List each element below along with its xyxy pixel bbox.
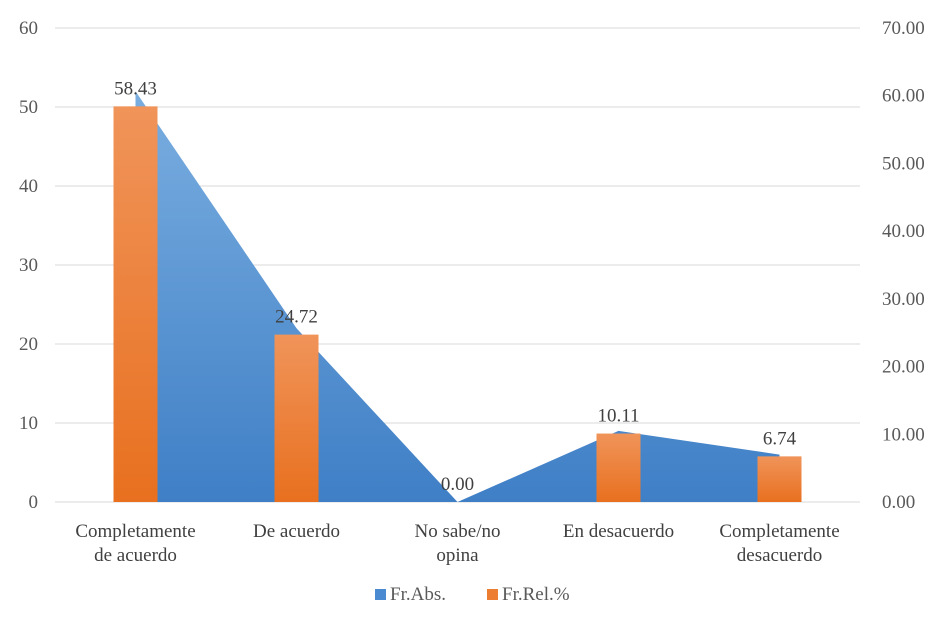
category-label-line: En desacuerdo [563, 521, 674, 542]
left-axis: 0 10 20 30 40 50 60 [19, 18, 38, 513]
category-label: Completamente desacuerdo [719, 521, 839, 566]
category-label: Completamente de acuerdo [75, 521, 195, 566]
left-tick-label: 10 [19, 413, 38, 434]
category-label: En desacuerdo [563, 521, 674, 542]
data-label: 6.74 [763, 428, 797, 449]
right-tick-label: 20.00 [882, 357, 925, 378]
right-tick-label: 50.00 [882, 153, 925, 174]
bar-4 [596, 433, 641, 502]
category-label-line: Completamente [75, 521, 195, 542]
data-label: 10.11 [597, 406, 639, 427]
area-fr-abs [135, 91, 780, 502]
category-label-line: Completamente [719, 521, 839, 542]
right-tick-label: 10.00 [882, 424, 925, 445]
legend-swatch [487, 589, 498, 600]
legend-label: Fr.Rel.% [502, 584, 570, 605]
category-label: De acuerdo [253, 521, 340, 542]
legend-swatch [375, 589, 386, 600]
right-tick-label: 0.00 [882, 492, 915, 513]
data-label: 58.43 [114, 78, 157, 99]
left-tick-label: 40 [19, 176, 38, 197]
legend-label: Fr.Abs. [390, 584, 446, 605]
right-tick-label: 30.00 [882, 289, 925, 310]
right-axis: 0.00 10.00 20.00 30.00 40.00 50.00 60.00 70.00 [882, 18, 925, 513]
area-series-fr-abs [135, 91, 780, 502]
category-label-line: De acuerdo [253, 521, 340, 542]
left-tick-label: 50 [19, 97, 38, 118]
category-axis: Completamente de acuerdo De acuerdo No sabe… [75, 521, 839, 566]
category-label-line: opina [436, 545, 479, 566]
category-label-line: de acuerdo [94, 545, 177, 566]
bar-1 [113, 106, 158, 502]
right-tick-label: 60.00 [882, 86, 925, 107]
left-tick-label: 30 [19, 255, 38, 276]
left-tick-label: 60 [19, 18, 38, 39]
right-tick-label: 70.00 [882, 18, 925, 39]
data-label: 0.00 [441, 474, 474, 495]
category-label-line: No sabe/no [414, 521, 500, 542]
data-label: 24.72 [275, 307, 318, 328]
bar-series-fr-rel [113, 106, 802, 502]
left-tick-label: 20 [19, 334, 38, 355]
bar-2 [274, 334, 319, 502]
data-labels: 58.43 24.72 0.00 10.11 6.74 [114, 78, 797, 495]
legend: Fr.Abs. Fr.Rel.% [375, 584, 570, 605]
right-tick-label: 40.00 [882, 221, 925, 242]
left-tick-label: 0 [29, 492, 39, 513]
bar-5 [757, 456, 802, 502]
category-label-line: desacuerdo [737, 545, 822, 566]
category-label: No sabe/no opina [414, 521, 500, 566]
